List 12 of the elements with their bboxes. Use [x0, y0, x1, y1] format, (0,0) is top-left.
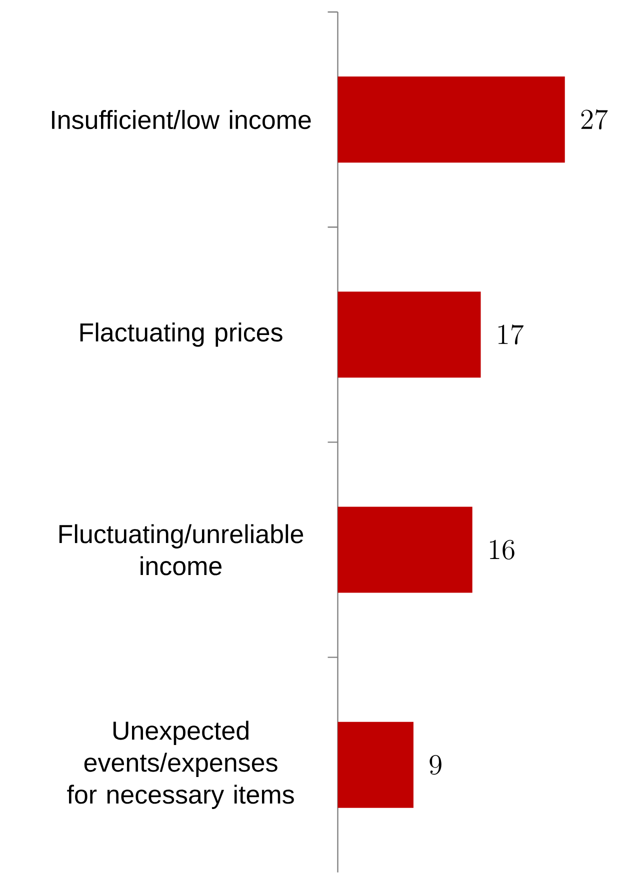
bar [338, 722, 414, 808]
bar [338, 76, 566, 163]
data-label: 17 [498, 324, 524, 345]
y-tick-label: Flactuating prices [80, 322, 283, 347]
bar [338, 506, 473, 593]
y-tick-label: Insufficient/low income [52, 110, 311, 130]
data-label: 27 [582, 109, 608, 130]
y-tick-label: Unexpected events/expenses for necessary items [67, 720, 294, 809]
y-tick-label: Fluctuating/unreliable income [60, 524, 304, 576]
data-label: 9 [430, 755, 442, 775]
bar [338, 292, 481, 378]
data-label: 16 [490, 540, 515, 560]
